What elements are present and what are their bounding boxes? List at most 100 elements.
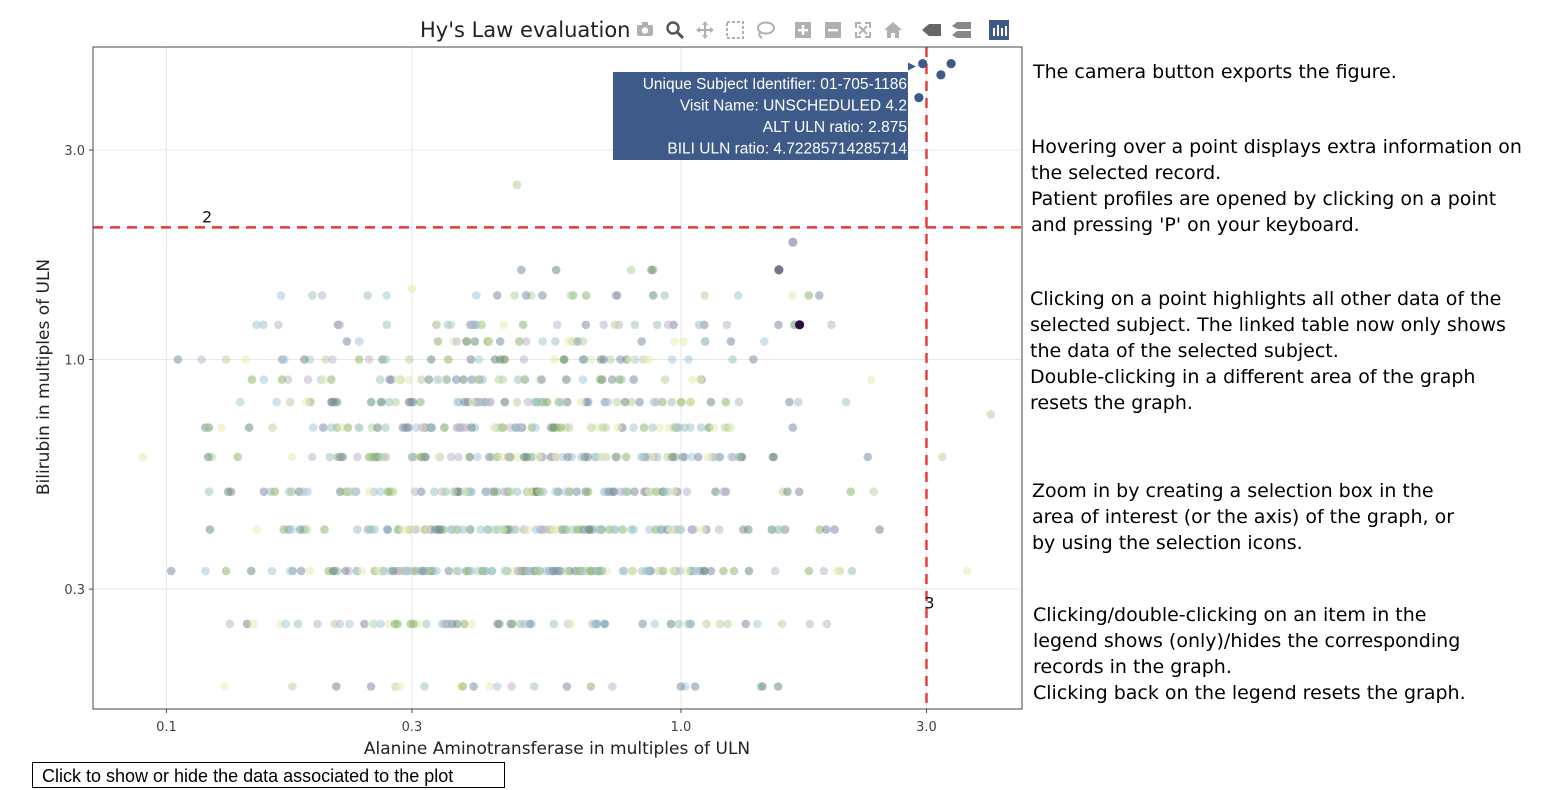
data-point[interactable]: [551, 265, 561, 275]
data-point[interactable]: [496, 423, 506, 432]
data-point[interactable]: [689, 525, 699, 534]
data-point[interactable]: [244, 423, 254, 432]
data-point[interactable]: [611, 452, 621, 462]
data-point[interactable]: [560, 525, 569, 534]
data-point[interactable]: [675, 525, 685, 534]
data-point[interactable]: [566, 619, 575, 629]
data-point[interactable]: [426, 355, 436, 364]
data-point[interactable]: [612, 397, 622, 407]
data-point[interactable]: [498, 375, 508, 384]
data-point[interactable]: [774, 320, 783, 330]
data-point[interactable]: [783, 487, 792, 497]
data-point[interactable]: [506, 487, 516, 497]
data-point[interactable]: [247, 375, 257, 384]
data-point[interactable]: [335, 487, 345, 497]
data-point[interactable]: [559, 355, 569, 364]
data-point[interactable]: [521, 291, 531, 300]
data-point[interactable]: [433, 337, 443, 346]
data-point[interactable]: [417, 375, 426, 384]
data-point[interactable]: [481, 566, 490, 576]
data-point[interactable]: [760, 337, 769, 346]
data-point[interactable]: [614, 375, 624, 384]
data-point[interactable]: [393, 375, 403, 384]
data-point[interactable]: [557, 397, 566, 407]
data-point[interactable]: [495, 355, 505, 364]
data-point[interactable]: [630, 320, 640, 330]
data-point[interactable]: [578, 337, 588, 346]
data-point[interactable]: [432, 566, 441, 576]
data-point[interactable]: [363, 291, 372, 300]
data-point[interactable]: [758, 682, 767, 691]
data-point[interactable]: [220, 682, 229, 691]
data-point[interactable]: [308, 291, 317, 300]
data-point[interactable]: [645, 525, 654, 534]
data-point[interactable]: [408, 452, 417, 462]
data-point[interactable]: [252, 320, 261, 330]
data-point[interactable]: [668, 566, 678, 576]
data-point[interactable]: [233, 452, 242, 462]
data-point[interactable]: [699, 566, 709, 576]
data-point[interactable]: [364, 355, 374, 364]
data-point[interactable]: [267, 566, 277, 576]
data-point[interactable]: [648, 291, 658, 300]
data-point[interactable]: [636, 452, 646, 462]
data-point[interactable]: [354, 355, 364, 364]
data-point[interactable]: [321, 355, 331, 364]
data-point[interactable]: [723, 619, 732, 629]
data-point[interactable]: [549, 619, 559, 629]
data-point[interactable]: [444, 566, 454, 576]
plotly-logo-button[interactable]: [984, 18, 1014, 42]
data-point[interactable]: [652, 487, 661, 497]
data-point[interactable]: [613, 423, 622, 432]
data-point[interactable]: [476, 525, 485, 534]
data-point[interactable]: [440, 423, 449, 432]
data-point[interactable]: [563, 452, 572, 462]
data-point[interactable]: [804, 291, 813, 300]
data-point[interactable]: [669, 423, 679, 432]
data-point[interactable]: [484, 525, 493, 534]
data-point[interactable]: [663, 320, 673, 330]
highlighted-data-point[interactable]: [946, 59, 956, 69]
data-point[interactable]: [753, 619, 762, 629]
data-point[interactable]: [285, 566, 295, 576]
data-point[interactable]: [217, 423, 226, 432]
data-point[interactable]: [295, 525, 305, 534]
data-point[interactable]: [597, 566, 607, 576]
data-point[interactable]: [385, 397, 394, 407]
data-point[interactable]: [303, 375, 313, 384]
data-point[interactable]: [354, 337, 364, 346]
data-point[interactable]: [695, 375, 705, 384]
data-point[interactable]: [325, 452, 335, 462]
data-point[interactable]: [518, 320, 528, 330]
data-point[interactable]: [550, 525, 559, 534]
data-point[interactable]: [521, 337, 531, 346]
data-point[interactable]: [638, 619, 647, 629]
data-point[interactable]: [691, 566, 701, 576]
data-point[interactable]: [330, 619, 339, 629]
data-point[interactable]: [506, 452, 515, 462]
data-point[interactable]: [660, 375, 670, 384]
data-point[interactable]: [721, 397, 731, 407]
data-point[interactable]: [467, 566, 476, 576]
data-point[interactable]: [327, 423, 336, 432]
data-point[interactable]: [465, 452, 475, 462]
data-point[interactable]: [221, 355, 231, 364]
data-point[interactable]: [805, 619, 815, 629]
data-point[interactable]: [722, 320, 732, 330]
zoom-out-button[interactable]: [818, 18, 848, 42]
data-point[interactable]: [682, 566, 691, 576]
data-point[interactable]: [710, 452, 719, 462]
data-point[interactable]: [620, 566, 629, 576]
data-point[interactable]: [719, 487, 728, 497]
data-point[interactable]: [474, 397, 483, 407]
data-point[interactable]: [706, 566, 716, 576]
data-point[interactable]: [272, 397, 281, 407]
data-point[interactable]: [493, 619, 502, 629]
data-point[interactable]: [422, 619, 431, 629]
data-point[interactable]: [404, 375, 414, 384]
data-point[interactable]: [610, 320, 620, 330]
data-point[interactable]: [205, 525, 215, 534]
data-point[interactable]: [466, 355, 476, 364]
data-point[interactable]: [335, 320, 345, 330]
